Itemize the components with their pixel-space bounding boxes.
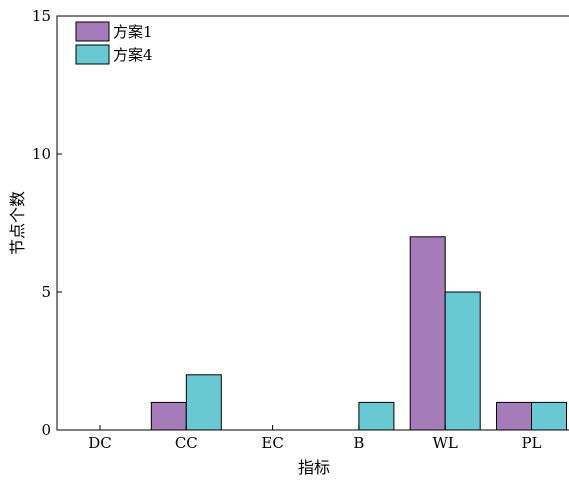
bars-layer (150, 236, 567, 431)
bar-pl-series-2 (531, 401, 567, 431)
y-axis-title: 节点个数 (8, 191, 27, 255)
legend-label-series-1: 方案1 (113, 23, 153, 41)
x-tick-label-b: B (353, 434, 364, 452)
y-tick-label: 15 (32, 7, 51, 25)
x-axis-title: 指标 (298, 458, 330, 477)
bar-b-series-2 (358, 401, 395, 431)
legend-swatch-series-2 (75, 44, 110, 65)
legend-swatch-series-1 (75, 21, 110, 42)
plot-frame (56, 15, 569, 431)
bar-wl-series-1 (409, 236, 446, 431)
x-tick-label-dc: DC (88, 434, 112, 452)
bar-wl-series-2 (444, 291, 481, 431)
bar-pl-series-1 (496, 401, 532, 431)
bar-cc-series-2 (185, 374, 222, 431)
y-tick-label: 5 (41, 283, 51, 301)
y-axis-ticks: 0 5 10 15 (32, 7, 62, 439)
legend-label-series-2: 方案4 (113, 46, 153, 64)
legend: 方案1 方案4 (75, 21, 153, 65)
y-tick-label: 0 (41, 421, 51, 439)
x-axis-ticks: DC CC EC B WL PL (88, 425, 542, 452)
y-tick-label: 10 (32, 145, 51, 163)
x-tick-label-pl: PL (521, 434, 541, 452)
x-tick-label-wl: WL (433, 434, 458, 452)
bar-cc-series-1 (150, 401, 187, 431)
x-tick-label-ec: EC (261, 434, 283, 452)
x-tick-label-cc: CC (175, 434, 198, 452)
